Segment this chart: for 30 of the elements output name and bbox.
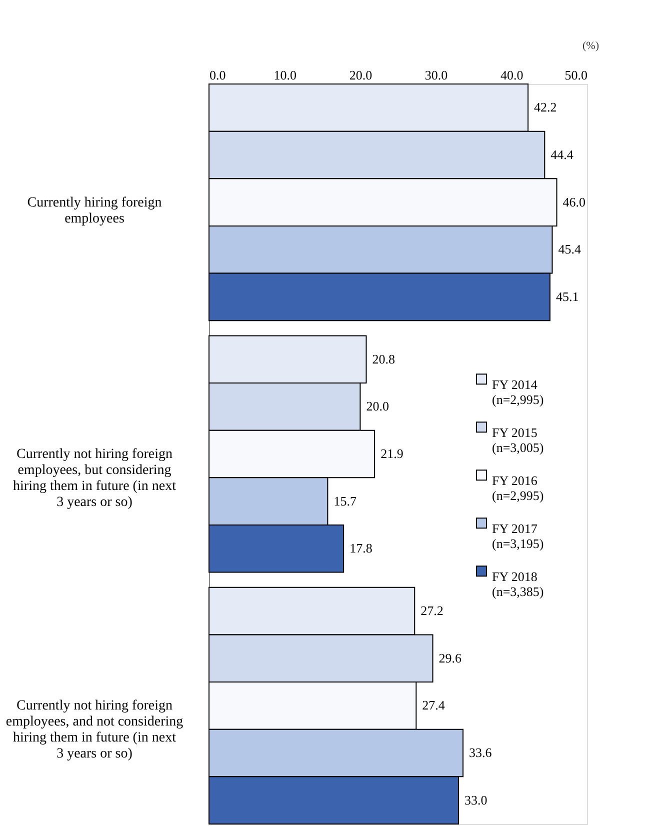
- x-tick-label: 40.0: [500, 68, 524, 82]
- data-label: 45.1: [556, 288, 579, 304]
- legend-label: FY 2014 (n=2,995): [492, 377, 544, 408]
- x-tick-label: 0.0: [210, 68, 226, 82]
- data-label: 15.7: [334, 493, 357, 508]
- data-label: 45.4: [558, 242, 582, 257]
- data-label: 46.0: [562, 194, 586, 210]
- legend-label: FY 2017 (n=3,195): [492, 521, 544, 552]
- data-label: 27.4: [422, 698, 446, 713]
- legend-label: FY 2016 (n=2,995): [492, 473, 544, 504]
- x-tick-label: 20.0: [349, 68, 372, 82]
- data-label: 29.6: [438, 650, 462, 666]
- data-label: 17.8: [350, 540, 372, 556]
- y-tick-label: Currently hiring foreign employees: [27, 195, 162, 226]
- x-tick-label: 10.0: [274, 68, 296, 82]
- y-tick-label: Currently not hiring foreign employees, but considering hiring them in future (in next 3 years or so): [13, 447, 176, 510]
- data-label: 27.2: [420, 603, 444, 618]
- x-tick-label: 50.0: [564, 68, 588, 82]
- text: (%): [582, 40, 600, 52]
- data-label: 33.6: [469, 745, 492, 760]
- data-label: 44.4: [550, 146, 574, 162]
- legend-label: FY 2015 (n=3,005): [492, 425, 544, 456]
- data-label: 21.9: [380, 446, 404, 461]
- data-label: 42.2: [534, 100, 557, 115]
- data-label: 20.0: [366, 398, 389, 414]
- data-label: 20.8: [372, 351, 395, 366]
- data-label: 33.0: [464, 792, 488, 808]
- x-tick-label: 30.0: [424, 68, 448, 82]
- y-tick-label: Currently not hiring foreign employees, and not considering hiring them in future (in next 3 years or so): [6, 698, 184, 762]
- legend-label: FY 2018 (n=3,385): [492, 569, 544, 600]
